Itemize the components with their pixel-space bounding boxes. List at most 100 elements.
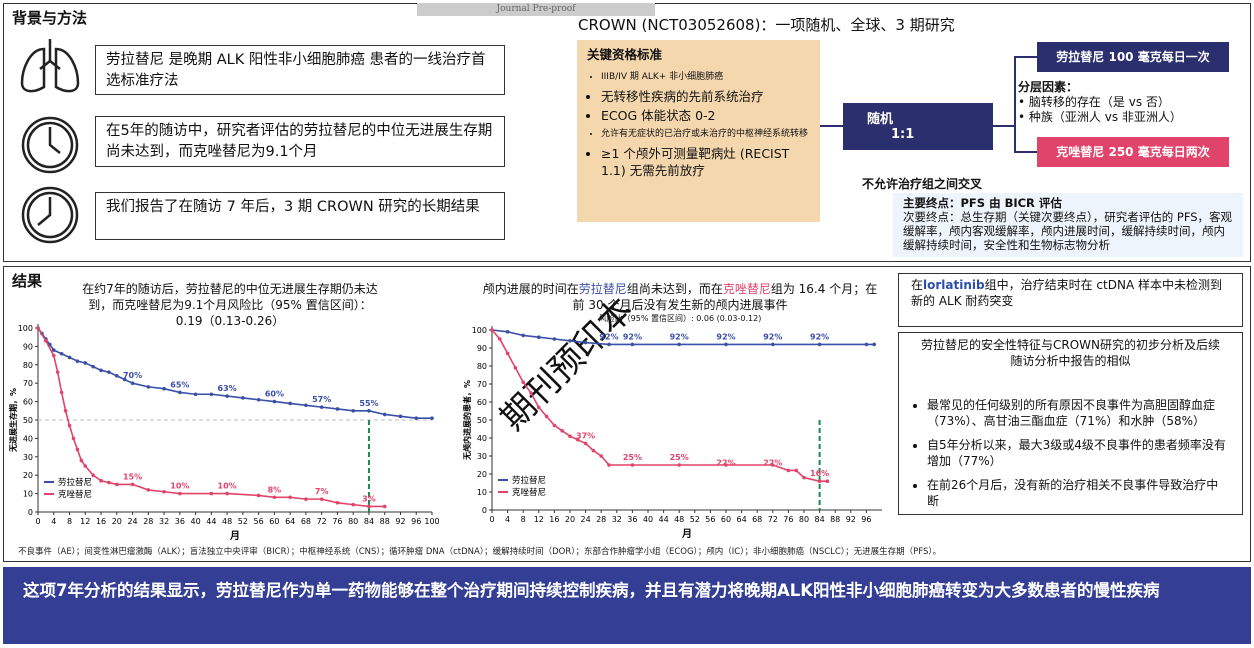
point: [225, 491, 229, 496]
point: [529, 391, 533, 395]
title-part: 劳拉替尼: [578, 282, 627, 296]
point: [59, 351, 64, 356]
randomization-box: 随机 1:1: [843, 103, 993, 150]
point: [63, 409, 68, 413]
x-tick-label: 16: [96, 517, 106, 526]
point: [771, 342, 775, 347]
point: [122, 377, 127, 382]
point: [430, 416, 434, 420]
x-tick-label: 52: [238, 517, 248, 526]
y-tick-label: 60: [23, 398, 33, 407]
point: [67, 423, 72, 428]
point: [335, 407, 340, 411]
point: [83, 464, 88, 468]
value-label: 92%: [716, 332, 735, 341]
point: [677, 342, 681, 347]
value-label: 60%: [265, 390, 284, 399]
strat-item: • 种族（亚洲人 vs 非亚洲人）: [1018, 110, 1182, 124]
arm-box: 克唑替尼 250 毫克每日两次: [1037, 137, 1229, 167]
value-label: 92%: [670, 332, 689, 341]
x-tick-label: 56: [254, 517, 264, 526]
point: [599, 454, 603, 458]
point: [241, 396, 245, 400]
x-tick-label: 80: [799, 515, 809, 524]
ctdna-text: 在: [911, 278, 924, 292]
point: [576, 438, 580, 442]
x-tick-label: 24: [127, 517, 137, 526]
footnote: 不良事件（AE）；间变性淋巴瘤激酶（ALK）；盲法独立中央评审（BICR）；中枢…: [18, 547, 942, 557]
value-label: 10%: [218, 482, 237, 491]
point: [505, 351, 510, 356]
eligibility-item: ECOG 体能状态 0-2: [601, 107, 810, 124]
point: [505, 330, 510, 334]
value-label: 57%: [312, 395, 331, 404]
x-tick-label: 36: [627, 515, 637, 524]
point: [583, 340, 588, 345]
y-tick-label: 70: [477, 380, 487, 389]
point: [178, 491, 182, 496]
x-tick-label: 88: [830, 515, 840, 524]
x-axis-label: 月: [681, 528, 692, 540]
point: [544, 414, 549, 419]
value-label: 92%: [763, 332, 782, 341]
point: [724, 342, 728, 347]
x-tick-label: 60: [269, 517, 279, 526]
point: [552, 423, 557, 428]
legend-label: 克唑替尼: [512, 487, 546, 498]
point: [398, 414, 403, 419]
value-label: 92%: [623, 332, 642, 341]
x-tick-label: 40: [643, 515, 653, 524]
section-title: 结果: [12, 272, 43, 290]
point: [99, 368, 103, 373]
title-part: 组尚未达到，而在: [626, 282, 723, 296]
ctdna-drug: lorlatinib: [923, 278, 985, 292]
point: [319, 497, 324, 501]
eligibility-item: ≥1 个颅外可测量靶病灶 (RECIST 1.1) 无需先前放疗: [601, 145, 810, 179]
x-tick-label: 88: [380, 517, 390, 526]
arm-box: 劳拉替尼 100 毫克每日一次: [1037, 42, 1229, 72]
x-tick-label: 76: [332, 517, 342, 526]
point: [825, 479, 830, 484]
ctdna-box: 在lorlatinib组中，治疗结束时在 ctDNA 样本中未检测到新的 ALK…: [898, 273, 1243, 327]
point: [162, 489, 166, 494]
strat-text: 种族（亚洲人 vs 非亚洲人）: [1028, 110, 1182, 124]
x-tick-label: 84: [815, 515, 825, 524]
point: [209, 392, 214, 397]
point: [115, 482, 119, 487]
safety-title: 劳拉替尼的安全性特征与CROWN研究的初步分析及后续随访分析中报告的相似: [921, 338, 1221, 368]
stratification: 分层因素： • 脑转移的存在（是 vs 否） • 种族（亚洲人 vs 非亚洲人）: [1018, 80, 1182, 125]
value-label: 63%: [218, 384, 237, 393]
x-axis-label: 月: [229, 530, 240, 542]
conclusion-banner: 这项7年分析的结果显示，劳拉替尼作为单一药物能够在整个治疗期间持续控制疾病，并且…: [3, 567, 1251, 644]
value-label: 55%: [359, 399, 378, 408]
x-tick-label: 12: [80, 517, 90, 526]
point: [677, 463, 681, 467]
point: [272, 399, 277, 404]
x-tick-label: 44: [659, 515, 669, 524]
value-label: 92%: [599, 332, 618, 341]
value-label: 25%: [623, 453, 642, 462]
point: [55, 370, 60, 374]
x-tick-label: 32: [159, 517, 169, 526]
x-tick-label: 92: [395, 517, 405, 526]
point: [521, 380, 525, 385]
y-tick-label: 60: [477, 398, 487, 407]
point: [256, 397, 261, 402]
x-tick-label: 48: [222, 517, 232, 526]
title-part: 克唑替尼: [722, 282, 771, 296]
x-tick-label: 4: [505, 515, 510, 524]
x-tick-label: 16: [549, 515, 559, 524]
x-tick-label: 72: [317, 517, 327, 526]
point: [146, 385, 151, 389]
y-tick-label: 100: [472, 326, 487, 335]
chart-title: 颅内进展的时间在劳拉替尼组尚未达到，而在克唑替尼组为 16.4 个月；在前 30…: [480, 281, 880, 324]
point: [115, 374, 119, 378]
x-tick-label: 76: [783, 515, 793, 524]
point: [382, 504, 387, 509]
point: [802, 475, 806, 480]
point: [288, 401, 292, 406]
value-label: 22%: [716, 458, 735, 467]
point: [162, 386, 166, 391]
x-tick-label: 96: [411, 517, 421, 526]
